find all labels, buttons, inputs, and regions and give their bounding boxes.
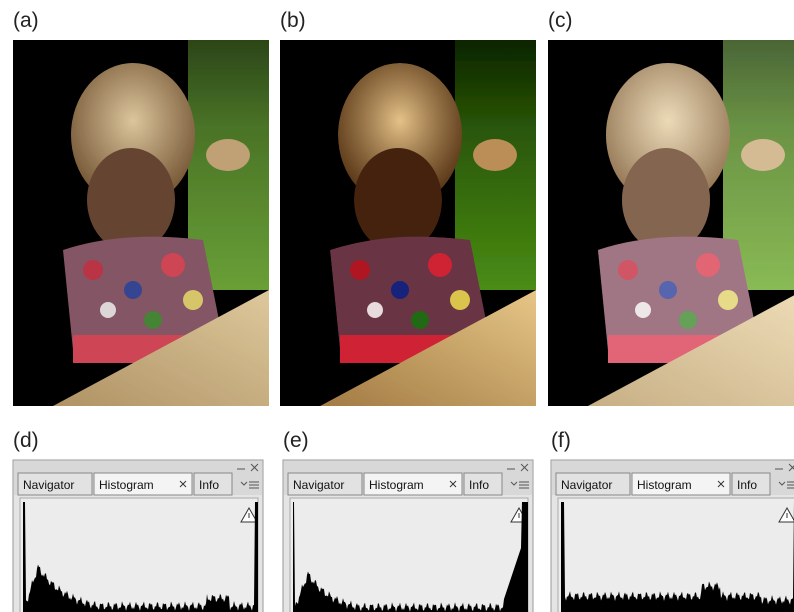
- panel-label: (b): [280, 9, 306, 32]
- panel-label: (a): [13, 9, 39, 32]
- tab-label[interactable]: Navigator: [561, 478, 612, 492]
- panel-label: (d): [13, 429, 39, 452]
- tab-label[interactable]: Histogram: [99, 478, 154, 492]
- panel-label: (c): [548, 9, 573, 32]
- tab-label[interactable]: Histogram: [637, 478, 692, 492]
- photo-image: [13, 40, 269, 406]
- tab-label[interactable]: Info: [469, 478, 489, 492]
- photo-image: [280, 40, 536, 406]
- tab-label[interactable]: Navigator: [23, 478, 74, 492]
- histogram-area: [290, 498, 528, 612]
- histogram-panel: Navigator Histogram Info: [13, 460, 263, 612]
- panel-label: (e): [283, 429, 309, 452]
- photo: [280, 40, 536, 406]
- figure: (a) (b) (c) (d) Navigator Histogram Info (e) Nav…: [0, 0, 794, 612]
- photo-image: [548, 40, 794, 406]
- tab-label[interactable]: Info: [199, 478, 219, 492]
- tab-label[interactable]: Navigator: [293, 478, 344, 492]
- panel-label: (f): [551, 429, 571, 452]
- histogram-panel: Navigator Histogram Info: [283, 460, 533, 612]
- tab-label[interactable]: Histogram: [369, 478, 424, 492]
- histogram-panel: Navigator Histogram Info: [551, 460, 794, 612]
- tab-label[interactable]: Info: [737, 478, 757, 492]
- photo: [548, 40, 794, 406]
- photo: [13, 40, 269, 406]
